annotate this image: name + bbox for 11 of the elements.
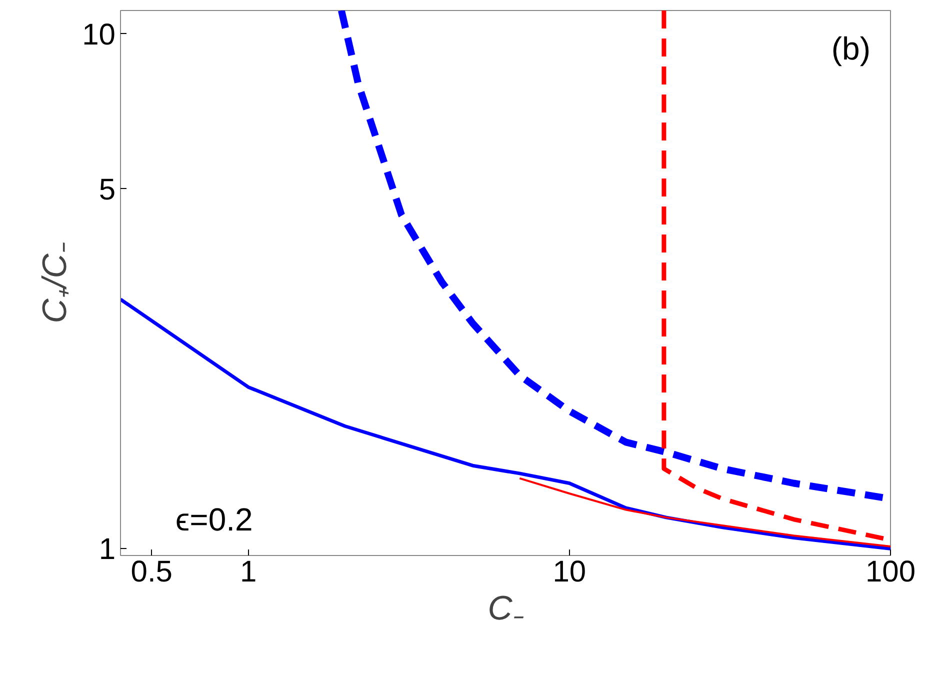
x-tick-label: 10 <box>552 556 586 588</box>
y-axis-title: C₊/C₋ <box>36 242 74 324</box>
x-tick-label: 1 <box>240 556 257 588</box>
y-tick-label: 1 <box>98 533 116 566</box>
annotation: (b) <box>831 30 870 66</box>
x-tick-label: 100 <box>865 556 916 588</box>
x-tick-label: 0.5 <box>130 556 172 588</box>
y-tick-label: 10 <box>82 18 116 52</box>
x-axis-title: C₋ <box>488 590 524 628</box>
annotation: ϵ=0.2 <box>176 502 253 538</box>
y-tick-label: 5 <box>98 173 116 206</box>
